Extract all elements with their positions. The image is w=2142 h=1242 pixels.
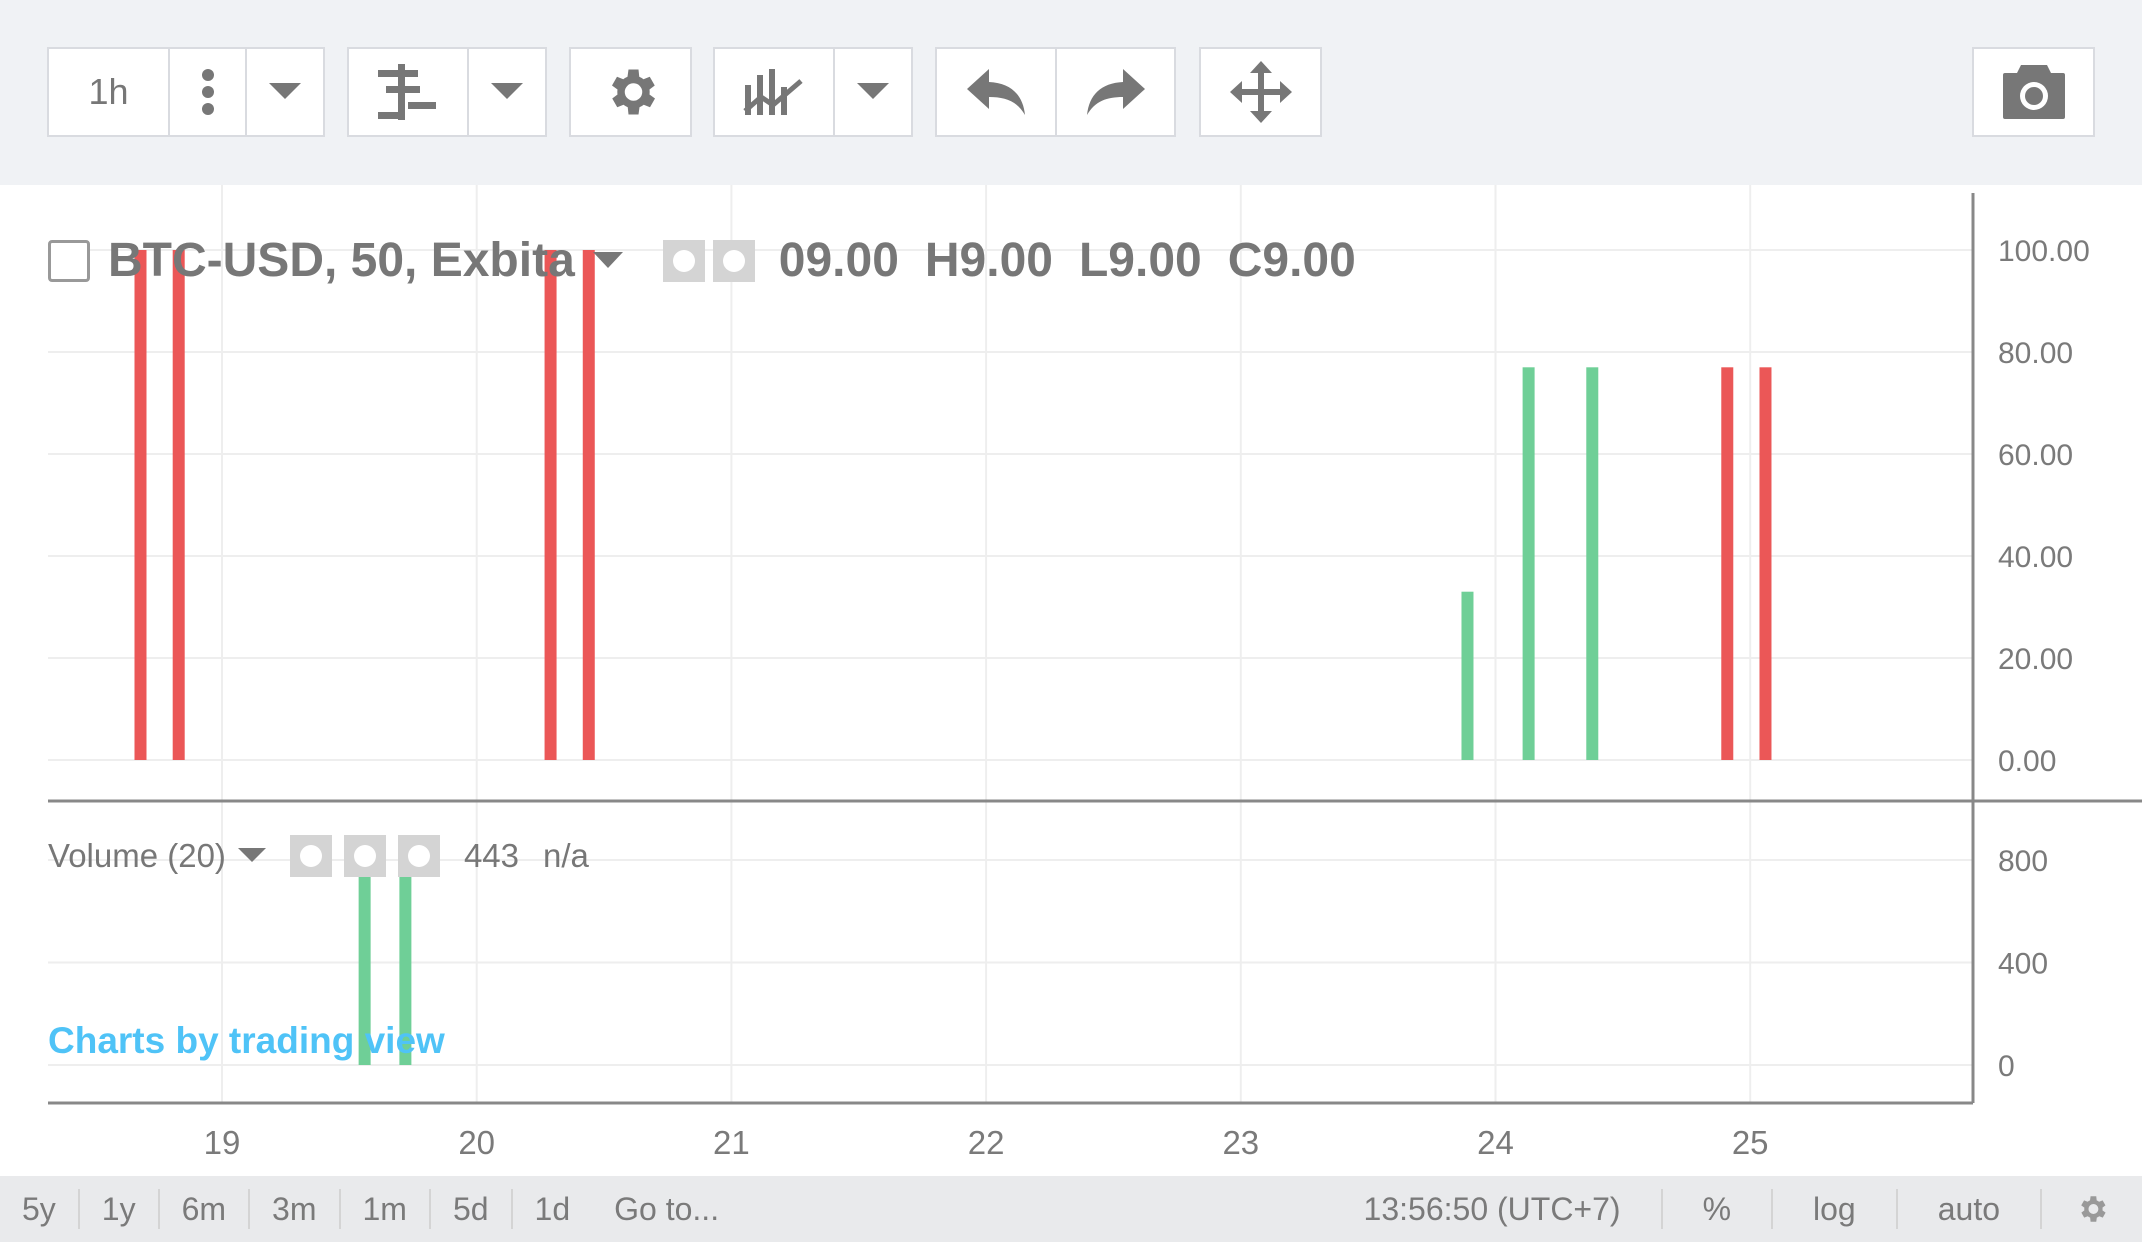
redo-button[interactable] [1057,49,1174,135]
range-buttons: 5y 1y 6m 3m 1m 5d 1d [0,1189,592,1229]
x-tick-label: 22 [968,1124,1005,1161]
volume-settings-toggle[interactable] [343,835,386,877]
volume-ma-value: n/a [543,837,589,874]
history-group [935,47,1176,137]
range-button-5d[interactable]: 5d [431,1189,513,1229]
undo-button[interactable] [937,49,1057,135]
x-tick-label: 21 [713,1124,750,1161]
top-toolbar: 1h [0,0,2142,185]
price-bar [1461,591,1474,760]
legend-open-value: 09.00 [778,234,899,287]
bottom-toolbar: 5y 1y 6m 3m 1m 5d 1d Go to... 13:56:50 (UTC+7)… [0,1176,2142,1242]
time-display: 13:56:50 (UTC+7) [1324,1189,1663,1229]
indicators-group [347,47,547,137]
chart-area[interactable]: 100.00 80.00 60.00 40.00 20.00 0.00 800 400 0 19 2… [0,185,2142,1175]
chart-canvas[interactable]: 100.00 80.00 60.00 40.00 20.00 0.00 800 400 0 19 2… [0,185,2142,1175]
volume-visibility-toggle[interactable] [289,835,332,877]
legend-checkbox[interactable] [48,239,90,282]
price-bar [1586,367,1599,760]
x-tick-label: 24 [1477,1124,1514,1161]
price-bar [172,250,185,760]
volume-tick-label: 800 [1998,845,2048,878]
price-tick-label: 20.00 [1998,643,2073,676]
interval-button[interactable]: 1h [49,49,170,135]
interval-dropdown-button[interactable] [247,49,323,135]
interval-group: 1h [47,47,325,137]
bottom-settings-button[interactable] [2042,1192,2142,1226]
range-button-1m[interactable]: 1m [341,1189,431,1229]
move-group [1199,47,1322,137]
x-tick-label: 19 [204,1124,241,1161]
price-bar [544,250,557,760]
volume-tick-label: 0 [1998,1050,2015,1083]
volume-tick-label: 400 [1998,948,2048,981]
price-tick-label: 100.00 [1998,235,2090,268]
x-tick-label: 23 [1222,1124,1259,1161]
legend-close-value: C9.00 [1227,234,1356,287]
chevron-down-icon [269,83,301,99]
chevron-down-icon[interactable] [237,848,266,864]
chevron-down-icon[interactable] [592,251,623,270]
price-bar [134,250,147,760]
indicators-dropdown-button[interactable] [469,49,545,135]
screenshot-group [1972,47,2095,137]
legend-visibility-toggle[interactable] [662,239,705,282]
legend-low-value: L9.00 [1078,234,1202,287]
main-legend: BTC-USD, 50, Exbita 09.00 H9.00 L9.00 C9… [48,233,1356,288]
price-bar [1522,367,1535,760]
compare-button[interactable] [715,49,835,135]
goto-button[interactable]: Go to... [614,1191,720,1227]
camera-icon [2002,65,2065,119]
price-bar [1759,367,1772,760]
volume-bar [358,875,371,1065]
price-tick-label: 0.00 [1998,745,2056,778]
price-tick-label: 60.00 [1998,439,2073,472]
chevron-down-icon [491,83,523,99]
range-button-1y[interactable]: 1y [80,1189,160,1229]
watermark[interactable]: Charts by trading view [48,1020,445,1061]
price-tick-label: 40.00 [1998,541,2073,574]
indicators-button[interactable] [349,49,469,135]
more-vert-icon [201,69,214,115]
gear-icon [2081,1196,2106,1222]
range-button-3m[interactable]: 3m [250,1189,341,1229]
volume-legend: Volume (20) 443 n/a [48,835,589,877]
compare-dropdown-button[interactable] [835,49,911,135]
x-tick-label: 25 [1732,1124,1769,1161]
percent-toggle[interactable]: % [1663,1189,1774,1229]
volume-remove-toggle[interactable] [397,835,440,877]
move-button[interactable] [1201,49,1320,135]
interval-label: 1h [88,71,129,112]
x-tick-label: 20 [458,1124,495,1161]
compare-group [713,47,913,137]
gear-icon [611,69,655,115]
price-tick-label: 80.00 [1998,337,2073,370]
volume-value: 443 [463,837,519,874]
indicators-icon [378,64,436,120]
range-button-1d[interactable]: 1d [534,1191,571,1227]
volume-label: Volume (20) [48,837,226,874]
price-bar [582,250,595,760]
volume-bar [399,847,412,1065]
compare-icon [743,69,803,115]
settings-group [569,47,692,137]
settings-button[interactable] [571,49,690,135]
range-button-5y[interactable]: 5y [0,1189,80,1229]
auto-toggle[interactable]: auto [1898,1189,2042,1229]
price-bar [1721,367,1734,760]
undo-icon [967,69,1025,115]
range-button-6m[interactable]: 6m [160,1189,251,1229]
log-toggle[interactable]: log [1773,1189,1898,1229]
legend-settings-toggle[interactable] [712,239,755,282]
legend-high-value: H9.00 [924,234,1053,287]
legend-symbol: BTC-USD, 50, Exbita [108,234,575,287]
interval-more-button[interactable] [170,49,247,135]
screenshot-button[interactable] [1974,49,2093,135]
chevron-down-icon [857,83,889,99]
move-icon [1229,61,1292,123]
redo-icon [1086,69,1145,115]
